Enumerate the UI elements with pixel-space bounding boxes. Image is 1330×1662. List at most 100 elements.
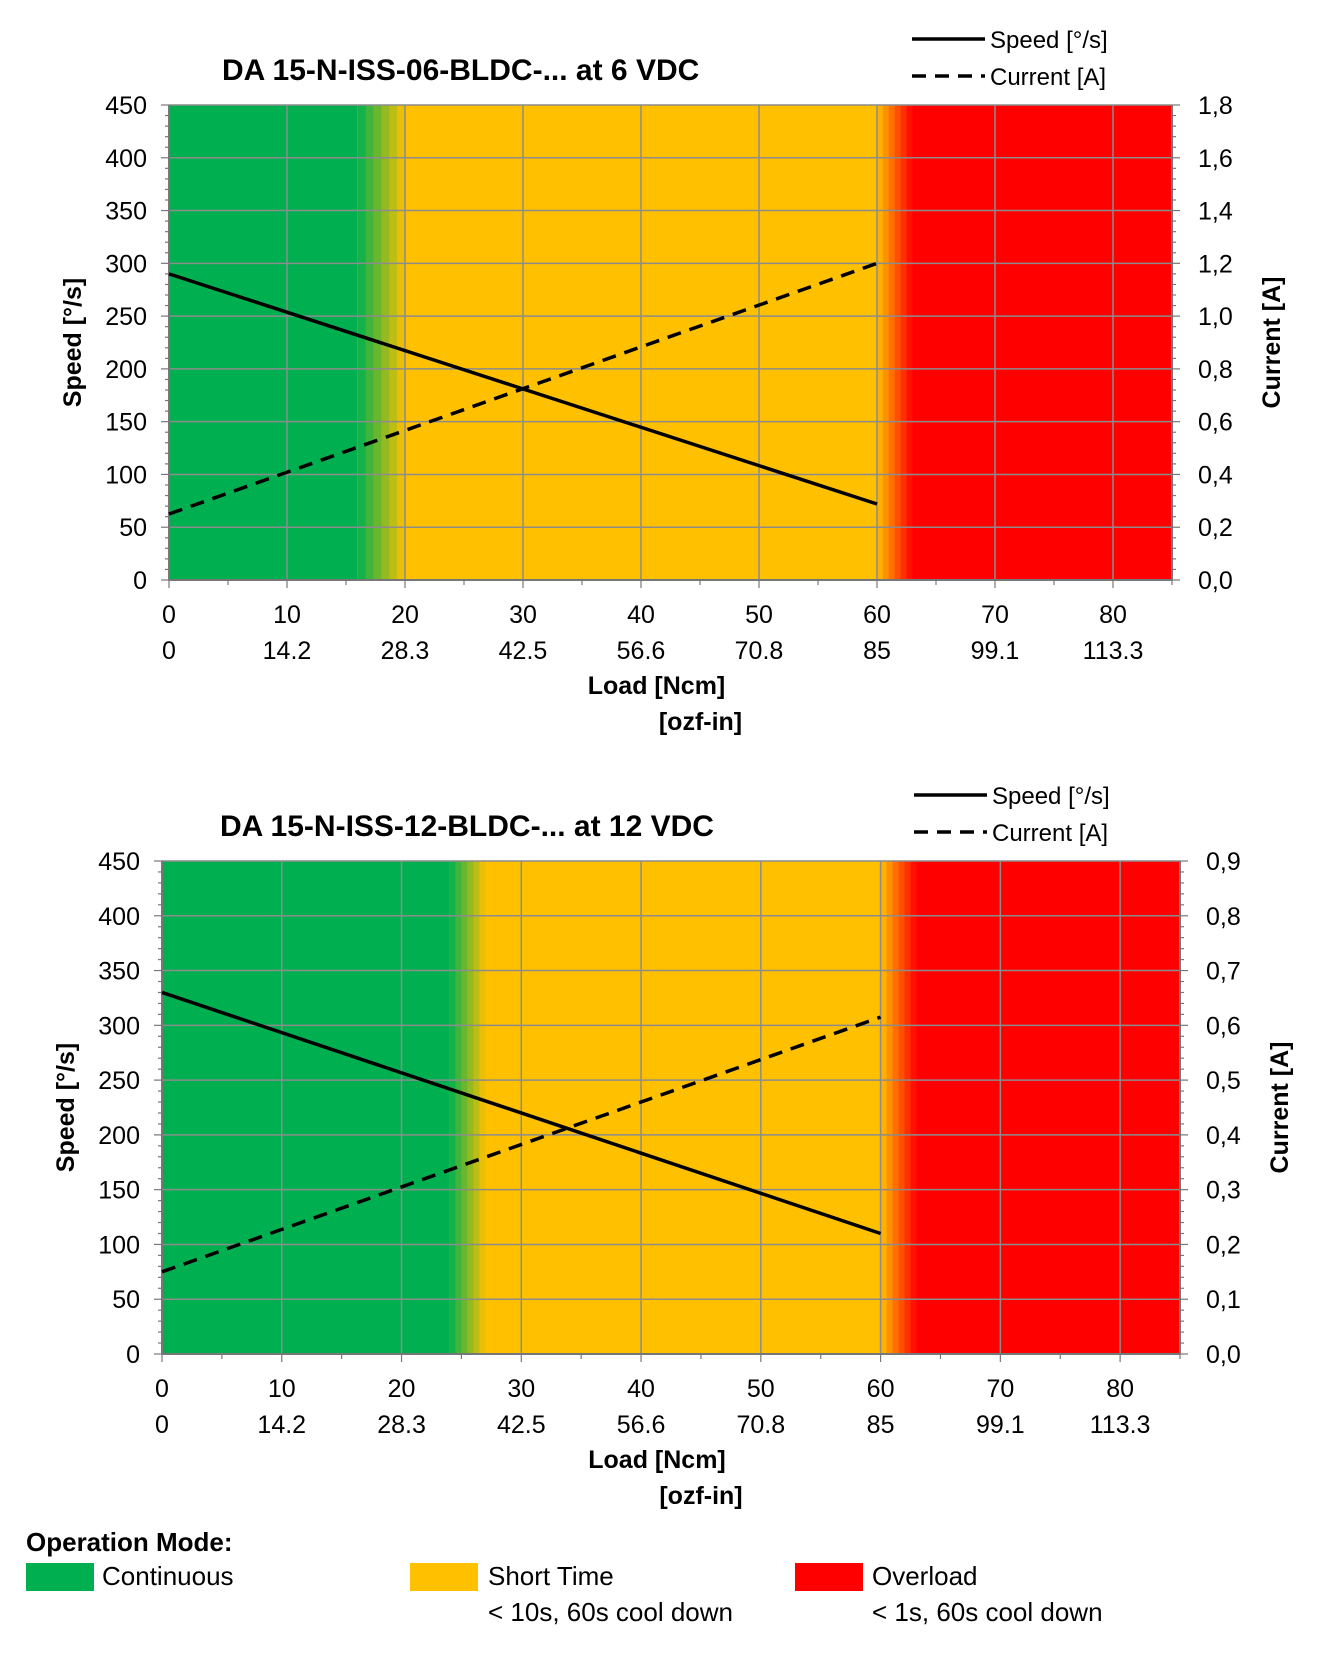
zone-overload	[916, 861, 1180, 1354]
legend-current-label: Current [A]	[992, 820, 1108, 847]
x2-tick-label: 42.5	[499, 637, 548, 665]
y-tick-label: 50	[119, 514, 147, 542]
y-axis-title: Speed [°/s]	[59, 278, 87, 407]
chart-title: DA 15-N-ISS-06-BLDC-... at 6 VDC	[222, 54, 699, 87]
y2-tick-label: 0,0	[1198, 567, 1233, 595]
zone-transition-band	[888, 105, 896, 580]
y2-tick-label: 0,4	[1206, 1122, 1241, 1150]
overload-label: Overload	[872, 1561, 978, 1591]
x-tick-label: 0	[155, 1375, 169, 1403]
x-tick-label: 30	[509, 601, 537, 629]
zone-transition-band	[357, 105, 367, 580]
x-tick-label: 60	[867, 1375, 895, 1403]
legend-speed-label: Speed [°/s]	[992, 783, 1110, 810]
x2-tick-label: 113.3	[1083, 637, 1144, 665]
zone-transition-band	[910, 861, 918, 1354]
chart-2: 0501001502002503003504004500,00,10,20,30…	[52, 783, 1294, 1510]
zone-transition-band	[906, 105, 913, 580]
y-tick-label: 300	[98, 1012, 140, 1040]
zone-continuous	[162, 861, 450, 1354]
x2-tick-label: 70.8	[735, 637, 784, 665]
x-axis-title: Load [Ncm]	[588, 1446, 726, 1474]
short-time-label: Short Time	[488, 1561, 614, 1591]
zone-continuous	[169, 105, 358, 580]
y2-tick-label: 0,7	[1206, 958, 1241, 986]
overload-note: < 1s, 60s cool down	[872, 1597, 1103, 1627]
x2-tick-label: 99.1	[976, 1411, 1025, 1439]
x2-tick-label: 0	[155, 1411, 169, 1439]
y2-tick-label: 0,5	[1206, 1067, 1241, 1095]
y-tick-label: 0	[126, 1341, 140, 1369]
x-tick-label: 80	[1106, 1375, 1134, 1403]
x-axis-title: Load [Ncm]	[588, 672, 726, 700]
y-tick-label: 400	[105, 145, 147, 173]
x-tick-label: 70	[986, 1375, 1014, 1403]
y2-tick-label: 1,8	[1198, 92, 1233, 120]
x2-tick-label: 0	[162, 637, 176, 665]
chart-title: DA 15-N-ISS-12-BLDC-... at 12 VDC	[220, 810, 714, 843]
y-tick-label: 350	[98, 958, 140, 986]
x2-tick-label: 113.3	[1090, 1411, 1151, 1439]
x-tick-label: 60	[863, 601, 891, 629]
x2-tick-label: 28.3	[381, 637, 430, 665]
continuous-label: Continuous	[102, 1561, 234, 1591]
zone-transition-band	[461, 861, 468, 1354]
legend-current-label: Current [A]	[990, 64, 1106, 91]
y-tick-label: 150	[98, 1177, 140, 1205]
zone-transition-band	[882, 105, 890, 580]
current-line	[161, 1015, 882, 1274]
y-tick-label: 250	[105, 303, 147, 331]
zone-transition-band	[900, 105, 907, 580]
y-tick-label: 450	[105, 92, 147, 120]
y2-tick-label: 0,2	[1198, 514, 1233, 542]
zone-transition-band	[479, 861, 486, 1354]
legend-speed-label: Speed [°/s]	[990, 27, 1108, 54]
y2-tick-label: 0,2	[1206, 1231, 1241, 1259]
zone-transition-band	[455, 861, 462, 1354]
y-tick-label: 350	[105, 198, 147, 226]
y2-tick-label: 0,8	[1198, 356, 1233, 384]
y-tick-label: 400	[98, 903, 140, 931]
x2-tick-label: 85	[863, 637, 891, 665]
y-tick-label: 250	[98, 1067, 140, 1095]
y2-tick-label: 0,9	[1206, 848, 1241, 876]
y2-tick-label: 1,6	[1198, 145, 1233, 173]
operation-mode-title: Operation Mode:	[26, 1527, 233, 1557]
zone-transition-band	[467, 861, 474, 1354]
x-tick-label: 10	[268, 1375, 296, 1403]
y-tick-label: 50	[112, 1286, 140, 1314]
y2-tick-label: 0,3	[1206, 1177, 1241, 1205]
x-tick-label: 20	[388, 1375, 416, 1403]
x2-tick-label: 14.2	[263, 637, 312, 665]
zone-transition-band	[877, 105, 884, 580]
y2-tick-label: 0,8	[1206, 903, 1241, 931]
y2-axis-title: Current [A]	[1258, 277, 1286, 409]
x2-tick-label: 42.5	[497, 1411, 546, 1439]
y2-tick-label: 0,1	[1206, 1286, 1241, 1314]
zone-transition-band	[886, 861, 894, 1354]
charts-canvas: 0501001502002503003504004500,00,20,40,60…	[52, 27, 1294, 1510]
zone-transition-band	[898, 861, 906, 1354]
x-tick-label: 0	[162, 601, 176, 629]
x-tick-label: 50	[747, 1375, 775, 1403]
zone-overload	[912, 105, 1172, 580]
chart-1: 0501001502002503003504004500,00,20,40,60…	[59, 27, 1286, 736]
y-tick-label: 450	[98, 848, 140, 876]
x2-axis-title: [ozf-in]	[659, 1482, 742, 1510]
y2-tick-label: 0,6	[1198, 409, 1233, 437]
y-tick-label: 100	[98, 1231, 140, 1259]
zone-transition-band	[473, 861, 480, 1354]
y-tick-label: 150	[105, 409, 147, 437]
zone-transition-band	[892, 861, 900, 1354]
x2-tick-label: 28.3	[377, 1411, 426, 1439]
zone-transition-band	[397, 105, 406, 580]
x-tick-label: 40	[627, 1375, 655, 1403]
y-axis-title: Speed [°/s]	[52, 1043, 80, 1172]
x-tick-label: 50	[745, 601, 773, 629]
x2-axis-title: [ozf-in]	[659, 708, 742, 736]
y-tick-label: 100	[105, 461, 147, 489]
y-tick-label: 200	[98, 1122, 140, 1150]
short-time-note: < 10s, 60s cool down	[488, 1597, 733, 1627]
x2-tick-label: 85	[867, 1411, 895, 1439]
x-tick-label: 70	[981, 601, 1009, 629]
